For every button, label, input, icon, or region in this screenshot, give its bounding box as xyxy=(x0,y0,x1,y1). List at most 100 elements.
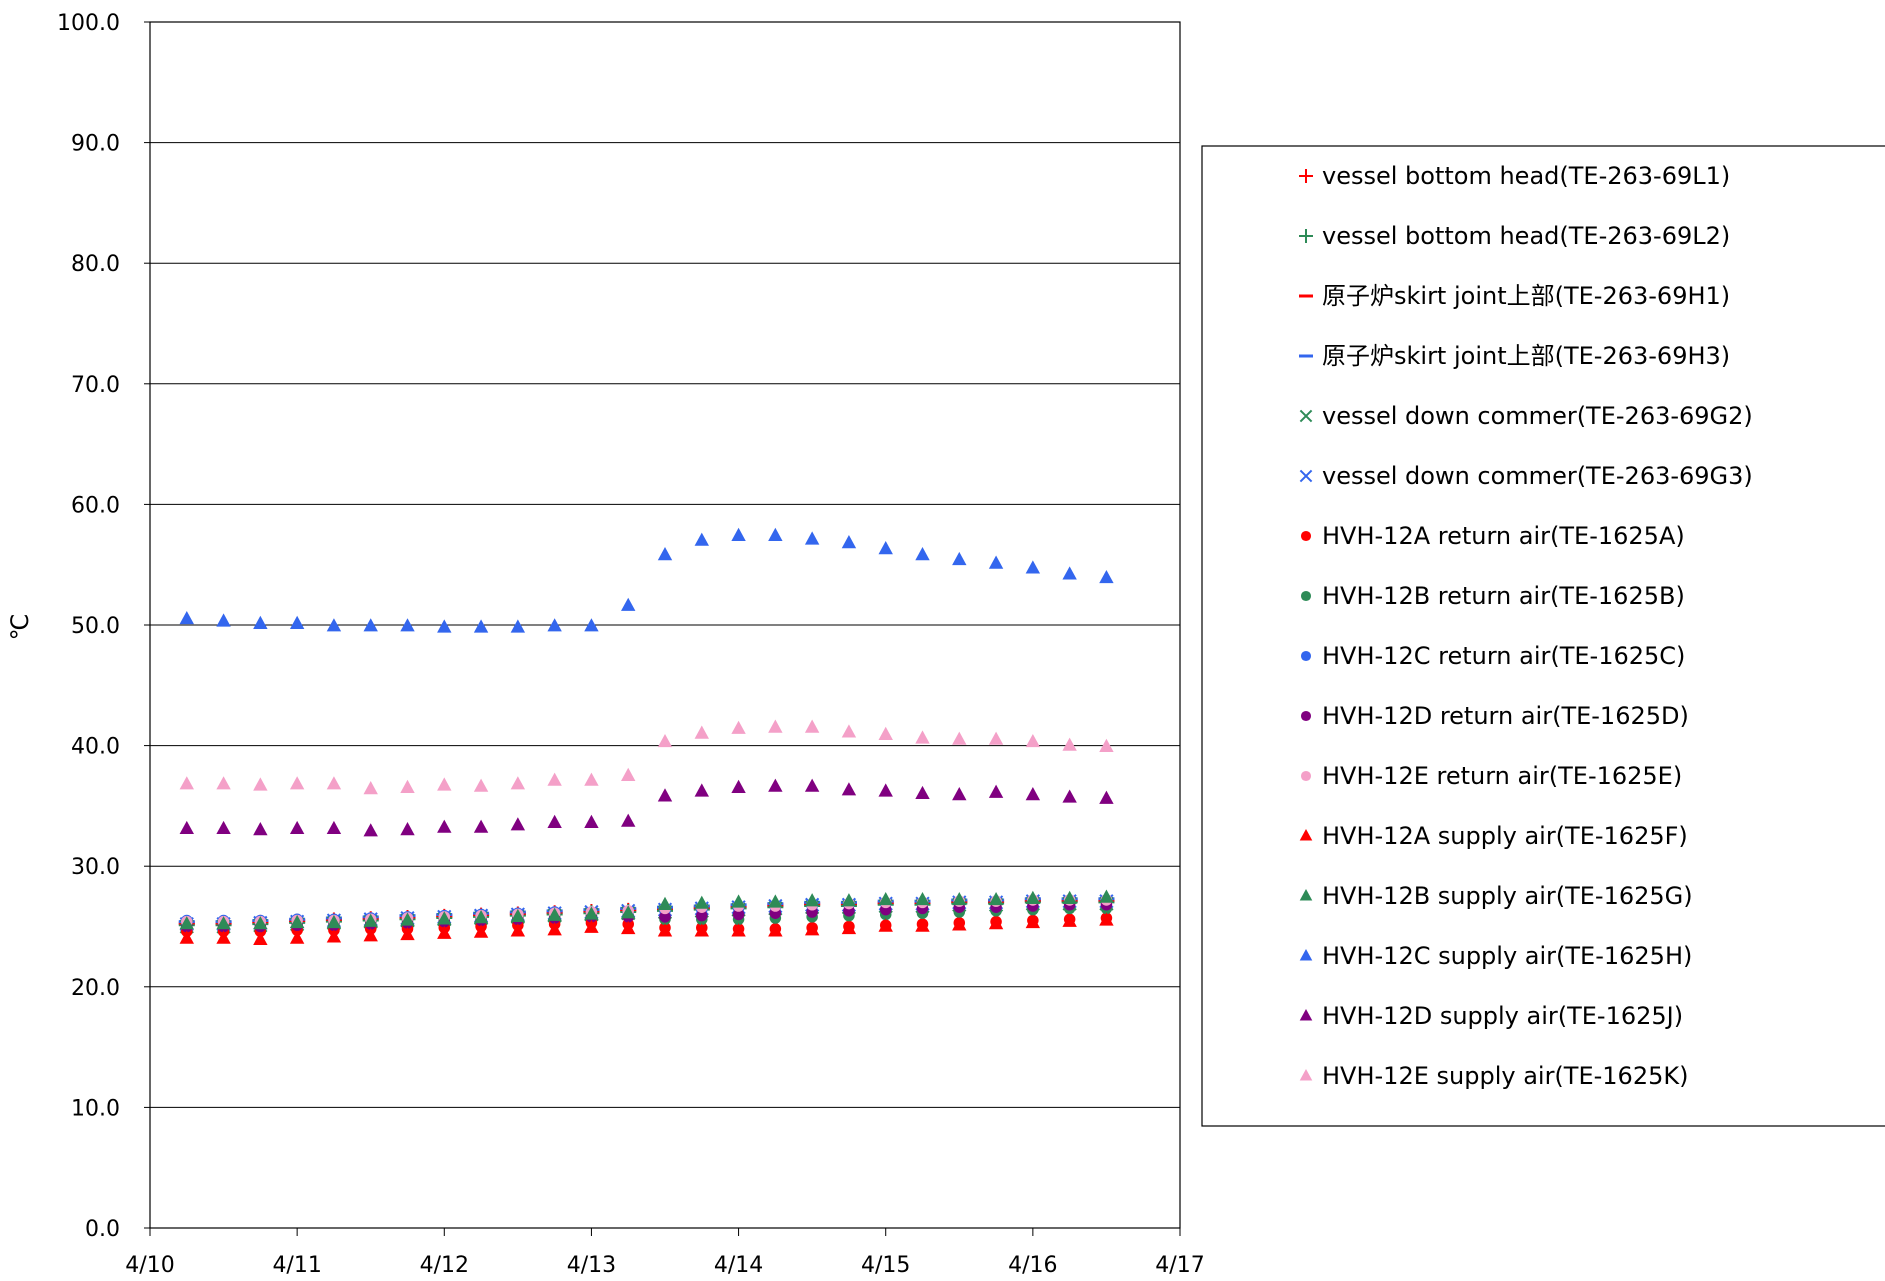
x-tick-label: 4/15 xyxy=(861,1253,910,1278)
data-point xyxy=(289,930,305,944)
data-point xyxy=(621,905,636,919)
y-tick-label: 20.0 xyxy=(71,976,120,1001)
y-tick-label: 100.0 xyxy=(57,11,120,36)
legend-marker xyxy=(1299,169,1313,183)
data-marks xyxy=(178,527,1115,945)
data-point xyxy=(731,527,746,541)
legend-marker xyxy=(1300,770,1312,782)
data-point xyxy=(289,615,305,629)
data-point xyxy=(768,923,783,937)
legend-label: vessel bottom head(TE-263-69L1) xyxy=(1322,162,1730,190)
x-tick-label: 4/11 xyxy=(272,1253,321,1278)
data-point xyxy=(179,610,194,625)
data-point xyxy=(915,918,930,932)
legend-label: vessel bottom head(TE-263-69L2) xyxy=(1322,222,1730,250)
legend-marker xyxy=(1300,530,1312,542)
data-point xyxy=(584,906,599,920)
data-point xyxy=(400,779,415,794)
data-point xyxy=(1099,569,1114,584)
data-point xyxy=(804,893,820,907)
data-point xyxy=(1062,890,1077,904)
legend-label: 原子炉skirt joint上部(TE-263-69H1) xyxy=(1322,282,1730,310)
data-point xyxy=(621,813,636,827)
x-tick-label: 4/13 xyxy=(567,1253,616,1278)
data-point xyxy=(437,925,452,939)
data-point xyxy=(878,541,893,555)
x-tick-label: 4/12 xyxy=(420,1253,469,1278)
data-point xyxy=(988,916,1004,930)
data-point xyxy=(179,820,194,835)
y-tick-label: 10.0 xyxy=(71,1096,120,1121)
data-point xyxy=(289,820,305,835)
legend-label: HVH-12A supply air(TE-1625F) xyxy=(1322,822,1688,850)
data-point xyxy=(694,923,709,937)
data-point xyxy=(657,896,673,910)
data-point xyxy=(1025,914,1041,929)
data-point xyxy=(694,725,709,739)
data-point xyxy=(326,776,342,790)
data-point xyxy=(952,551,967,566)
data-point xyxy=(1099,738,1114,753)
data-point xyxy=(694,532,709,546)
legend-marker xyxy=(1299,229,1313,243)
data-point xyxy=(657,733,673,748)
data-point xyxy=(400,822,415,836)
data-point xyxy=(510,923,526,937)
data-point xyxy=(804,778,820,792)
data-point xyxy=(696,909,708,922)
data-point xyxy=(510,817,526,831)
x-tick-label: 4/10 xyxy=(125,1253,174,1278)
data-point xyxy=(732,908,745,921)
data-point xyxy=(1062,737,1077,751)
data-point xyxy=(253,777,268,791)
data-point xyxy=(473,910,489,924)
legend: vessel bottom head(TE-263-69L1) vessel bo… xyxy=(1201,145,1885,1127)
data-point xyxy=(952,787,967,801)
data-point xyxy=(216,930,231,944)
y-tick-label: 60.0 xyxy=(71,493,120,518)
data-point xyxy=(952,891,967,906)
data-point xyxy=(988,784,1004,798)
x-tick-label: 4/16 xyxy=(1008,1253,1057,1278)
data-point xyxy=(915,891,930,906)
data-point xyxy=(473,924,489,938)
data-point xyxy=(473,619,489,633)
data-point xyxy=(1099,790,1114,804)
horizontal-gridlines xyxy=(150,142,1180,1108)
data-point xyxy=(768,719,783,733)
data-point xyxy=(988,891,1004,906)
data-point xyxy=(216,916,231,930)
legend-marker xyxy=(1300,590,1312,602)
legend-marker xyxy=(1299,1009,1313,1021)
data-point xyxy=(363,913,378,927)
data-point xyxy=(584,772,599,786)
legend-label: HVH-12A return air(TE-1625A) xyxy=(1322,522,1685,550)
data-point xyxy=(915,730,930,744)
y-tick-label: 70.0 xyxy=(71,373,120,398)
data-point xyxy=(289,914,305,929)
data-point xyxy=(657,547,673,561)
data-point xyxy=(1025,787,1041,801)
data-point xyxy=(179,916,194,930)
data-point xyxy=(363,781,378,795)
data-point xyxy=(878,918,893,932)
data-point xyxy=(915,547,930,561)
data-point xyxy=(437,911,452,925)
data-point xyxy=(584,618,599,632)
data-point xyxy=(473,819,489,833)
legend-label: vessel down commer(TE-263-69G2) xyxy=(1322,402,1753,430)
data-point xyxy=(584,814,599,828)
data-point xyxy=(547,814,562,828)
data-point xyxy=(841,893,857,907)
legend-marker xyxy=(1299,949,1313,961)
legend-label: vessel down commer(TE-263-69G3) xyxy=(1322,462,1753,490)
data-point xyxy=(326,618,342,632)
y-axis: 0.0 10.0 20.0 30.0 40.0 50.0 60.0 70.0 80.0 90.0 1… xyxy=(57,11,150,1242)
legend-label: HVH-12E supply air(TE-1625K) xyxy=(1322,1062,1688,1090)
legend-marker xyxy=(1299,469,1313,483)
series-14 xyxy=(179,527,1114,633)
data-point xyxy=(253,916,268,930)
x-tick-label: 4/14 xyxy=(714,1253,763,1278)
data-point xyxy=(841,724,857,738)
